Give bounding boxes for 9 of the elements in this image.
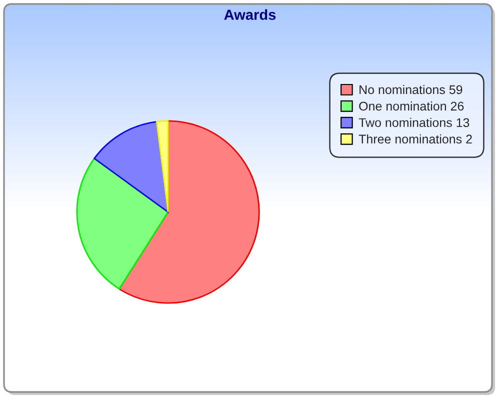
legend-label: Two nominations 13 — [358, 118, 470, 128]
legend-label: No nominations 59 — [360, 84, 462, 94]
legend-label: One nomination 26 — [359, 101, 464, 111]
pie-slice — [94, 120, 169, 213]
legend-label: Three nominations 2 — [358, 134, 472, 144]
pie-slice — [118, 120, 260, 304]
pie-slice — [156, 120, 169, 213]
chart-title: Awards — [224, 9, 276, 20]
pie-slice — [76, 158, 169, 290]
